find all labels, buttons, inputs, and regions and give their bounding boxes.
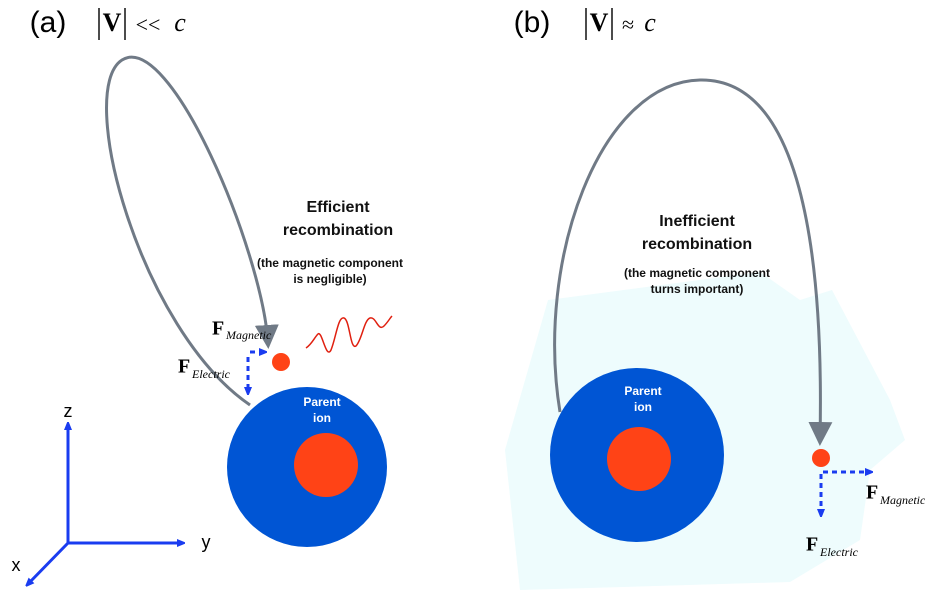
axis-label: x — [12, 555, 21, 575]
constant: c — [644, 8, 656, 37]
ion-label: Parent — [624, 384, 661, 398]
relation: << — [136, 12, 161, 37]
axis-label: z — [64, 401, 73, 421]
heading: recombination — [283, 222, 393, 239]
vector: V — [590, 8, 609, 37]
note: (the magnetic component — [624, 266, 770, 280]
force-symbol: F — [806, 534, 818, 556]
force-subscript: Electric — [819, 545, 859, 559]
force-symbol: F — [866, 482, 878, 504]
force-subscript: Magnetic — [225, 328, 272, 342]
axis-label: y — [202, 532, 211, 552]
ion-label: Parent — [303, 395, 340, 409]
diagram: (a) V << c Efficient recombination (the … — [0, 0, 925, 597]
note: turns important) — [651, 282, 744, 296]
electron — [272, 353, 290, 371]
ion-label: ion — [634, 400, 652, 414]
constant: c — [174, 8, 186, 37]
electron — [812, 449, 830, 467]
force-symbol: F — [212, 318, 224, 340]
relation: ≈ — [622, 12, 634, 37]
ion-label: ion — [313, 411, 331, 425]
force-subscript: Magnetic — [879, 493, 925, 507]
force-symbol: F — [178, 356, 190, 378]
x-axis — [28, 543, 68, 584]
force-subscript: Electric — [191, 367, 231, 381]
note: is negligible) — [293, 272, 366, 286]
heading: Efficient — [306, 199, 370, 216]
vector: V — [103, 8, 122, 37]
heading: Inefficient — [659, 213, 735, 230]
heading: recombination — [642, 236, 752, 253]
panel-label: (a) — [30, 6, 67, 39]
photon — [306, 316, 392, 352]
panel-label: (b) — [514, 6, 551, 39]
orbit — [107, 57, 268, 405]
nucleus — [294, 433, 358, 497]
note: (the magnetic component — [257, 256, 403, 270]
nucleus — [607, 427, 671, 491]
